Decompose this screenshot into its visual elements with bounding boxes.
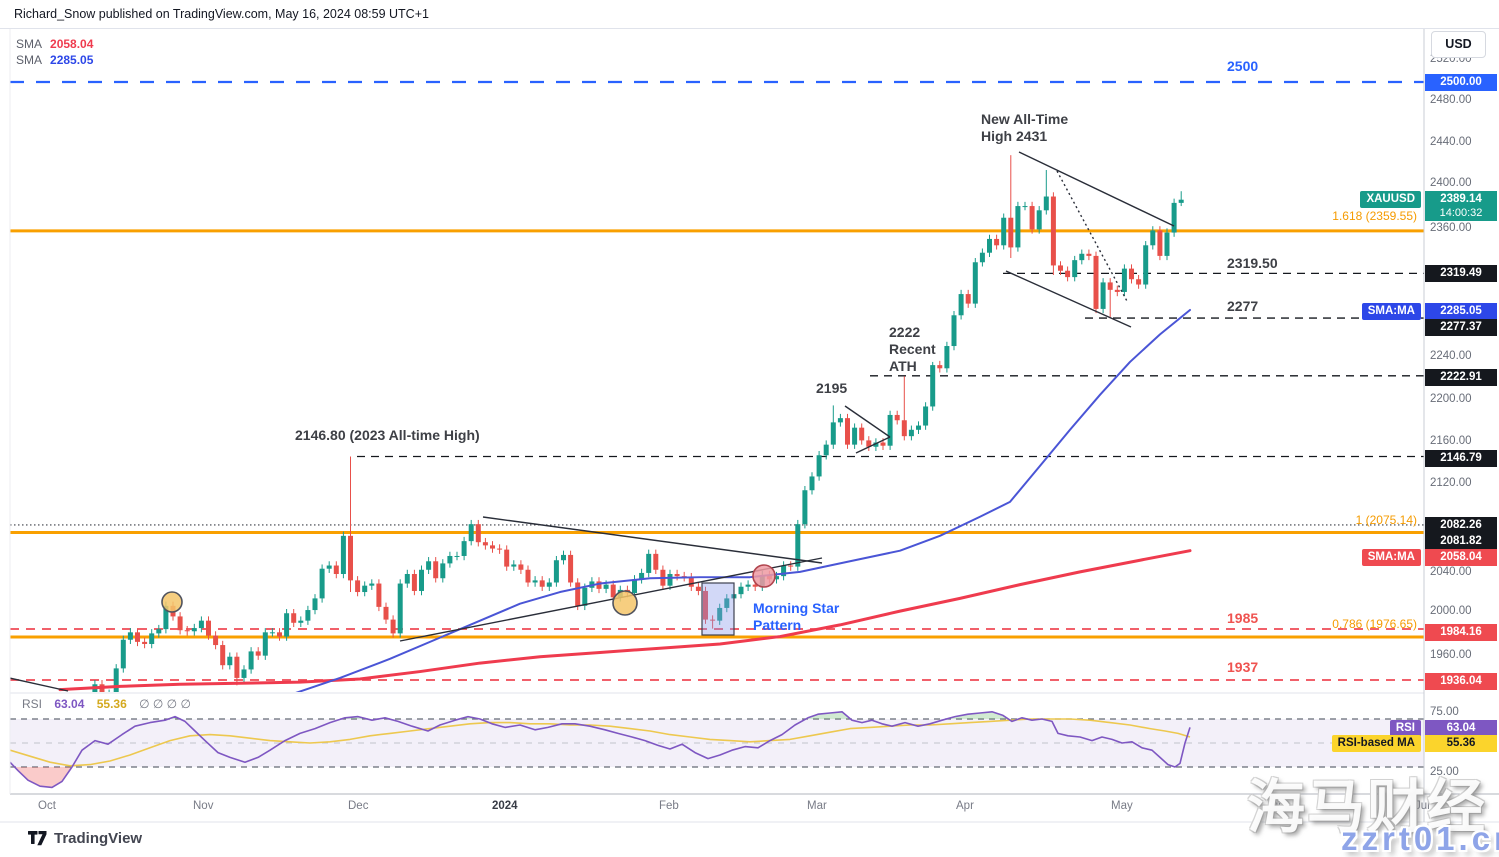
x-axis-label: Mar [807,800,827,812]
sma-fast-label: SMA [16,37,43,51]
sma-slow-label: SMA [16,53,43,67]
annotation: 1 (2075.14) [1355,513,1417,527]
annotation: 2222 Recent ATH [889,324,936,375]
rsi-pane [10,710,1424,789]
tradingview-logo[interactable]: TradingView [28,830,142,847]
x-axis-label: 2024 [492,800,518,812]
price-badge: 2319.49 [1425,264,1497,282]
x-axis-label: Jul [1415,800,1430,812]
annotation: 1937 [1227,659,1259,675]
axis-tick: 2200.00 [1430,393,1472,405]
rsi-ma-value: 55.36 [96,697,127,711]
price-badge: 1984.16 [1425,623,1497,641]
axis-tick: 2360.00 [1430,222,1472,234]
price-badge: 2146.79 [1425,449,1497,467]
pivot-marker [612,590,638,616]
sma-slow-value: 2285.05 [50,53,94,67]
rsi-value: 63.04 [54,697,85,711]
series-tag: XAUUSD [1360,190,1421,208]
x-axis-label: Apr [956,800,974,812]
price-badge: 2082.26 [1425,516,1497,534]
price-badge: 2277.37 [1425,318,1497,336]
trendline [399,557,823,642]
trendline [482,516,823,564]
rsi-empty-params: ∅ ∅ ∅ ∅ [139,697,191,711]
pivot-marker [752,564,776,588]
candles-layer [92,155,1184,692]
trendline [1056,170,1129,304]
annotation: 1.618 (2359.55) [1332,209,1417,223]
annotation: New All-Time High 2431 [981,111,1069,145]
series-tag: RSI-based MA [1331,734,1421,752]
trendline [10,677,69,692]
axis-tick: 2480.00 [1430,94,1472,106]
trendline [1005,270,1132,328]
price-badge: 2500.00 [1425,73,1497,91]
tradingview-logo-text: TradingView [54,830,143,847]
annotation: 2195 [816,380,848,396]
price-badge: 2222.91 [1425,368,1497,386]
series-tag: SMA:MA [1361,302,1421,320]
sma-line [295,308,1191,692]
axis-tick: 2040.00 [1430,566,1472,578]
x-axis-label: Oct [38,800,56,812]
x-axis-label: Feb [659,800,679,812]
watermark-cn: 海马财经 [1247,773,1488,841]
trendline [1018,151,1175,227]
axis-tick: 75.00 [1430,706,1459,718]
price-badge: 1936.04 [1425,672,1497,690]
sma-fast-legend-row: SMA 2058.04 [16,36,93,52]
x-axis-label: Dec [348,800,369,812]
price-pane [10,80,1424,692]
pattern-box [701,582,735,636]
publish-header: Richard_Snow published on TradingView.co… [14,7,429,21]
sma-slow-legend-row: SMA 2285.05 [16,52,93,68]
annotation: 2146.80 (2023 All-time High) [295,427,480,443]
annotation: 1985 [1227,610,1259,626]
axis-tick: 2120.00 [1430,477,1472,489]
watermark-url: zzrt01.cn [1341,820,1499,857]
sma-legend[interactable]: SMA 2058.04 SMA 2285.05 [16,36,93,68]
price-badge: 2058.04 [1425,548,1497,566]
annotation: 2500 [1227,58,1259,74]
price-badge: 63.04 [1425,719,1497,737]
axis-tick: 1960.00 [1430,649,1472,661]
rsi-label: RSI [22,697,43,711]
axis-tick: 2400.00 [1430,177,1472,189]
trendline [855,436,891,454]
rsi-legend[interactable]: RSI 63.04 55.36 ∅ ∅ ∅ ∅ [22,697,200,711]
axis-tick: 25.00 [1430,766,1459,778]
axis-tick: 2000.00 [1430,605,1472,617]
price-badge: 2285.05 [1425,302,1497,320]
rsi-line [10,710,1191,789]
axis-tick: 2240.00 [1430,350,1472,362]
series-tag: RSI [1389,719,1421,737]
annotation: Morning Star Pattern [753,600,840,634]
annotation: 2277 [1227,298,1259,314]
axis-tick: 2440.00 [1430,136,1472,148]
x-axis-label: Nov [193,800,214,812]
sma-fast-value: 2058.04 [50,37,94,51]
currency-button[interactable]: USD [1431,31,1486,58]
pivot-marker [161,591,183,613]
price-badge: 2389.14 14:00:32 [1425,191,1497,221]
price-badge: 55.36 [1425,734,1497,752]
tradingview-logo-icon [28,831,47,846]
axis-tick: 2160.00 [1430,435,1472,447]
sma-line [58,549,1192,692]
x-axis-label: Jun [1266,800,1285,812]
price-badge: 2081.82 [1425,532,1497,550]
annotation: 0.786 (1976.65) [1332,617,1417,631]
series-tag: SMA:MA [1361,548,1421,566]
annotation: 2319.50 [1227,255,1278,271]
trendline [844,405,891,438]
x-axis-label: May [1111,800,1133,812]
header-divider [0,28,1499,29]
